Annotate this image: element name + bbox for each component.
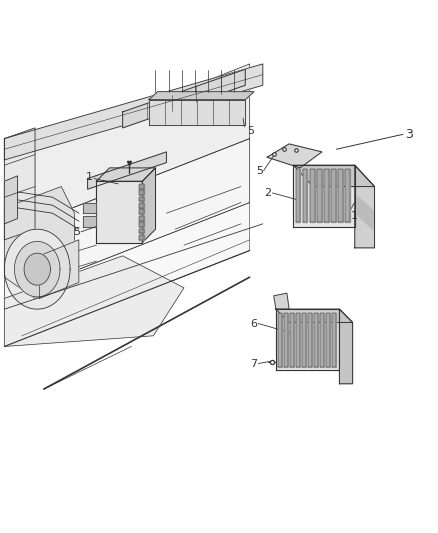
- Polygon shape: [139, 229, 144, 233]
- Polygon shape: [88, 152, 166, 189]
- Polygon shape: [310, 169, 314, 222]
- Polygon shape: [303, 169, 307, 222]
- Polygon shape: [355, 165, 374, 248]
- Polygon shape: [338, 169, 343, 222]
- Polygon shape: [284, 313, 288, 367]
- Polygon shape: [296, 313, 300, 367]
- Polygon shape: [4, 64, 250, 235]
- Polygon shape: [4, 139, 250, 298]
- Polygon shape: [307, 313, 311, 367]
- Polygon shape: [276, 309, 353, 322]
- Polygon shape: [293, 165, 355, 227]
- Polygon shape: [339, 309, 353, 384]
- Polygon shape: [4, 187, 74, 298]
- Text: 5: 5: [247, 126, 254, 135]
- Polygon shape: [110, 168, 155, 229]
- Polygon shape: [83, 216, 96, 227]
- Polygon shape: [274, 293, 289, 309]
- Polygon shape: [4, 176, 18, 224]
- Polygon shape: [267, 144, 322, 168]
- Polygon shape: [317, 169, 321, 222]
- Polygon shape: [4, 256, 184, 346]
- Polygon shape: [139, 184, 144, 189]
- Polygon shape: [296, 169, 300, 222]
- Polygon shape: [96, 168, 155, 181]
- Polygon shape: [278, 313, 282, 367]
- Polygon shape: [346, 169, 350, 222]
- Polygon shape: [24, 253, 50, 285]
- Polygon shape: [149, 92, 254, 100]
- Polygon shape: [4, 128, 35, 240]
- Polygon shape: [332, 313, 336, 367]
- Polygon shape: [149, 100, 245, 125]
- Polygon shape: [123, 69, 245, 128]
- Polygon shape: [326, 313, 330, 367]
- Text: 6: 6: [251, 319, 258, 328]
- Text: 5: 5: [73, 227, 80, 237]
- Polygon shape: [320, 313, 324, 367]
- Polygon shape: [331, 169, 336, 222]
- Text: 5: 5: [256, 166, 263, 175]
- Polygon shape: [139, 190, 144, 195]
- Polygon shape: [324, 169, 329, 222]
- Polygon shape: [276, 309, 339, 370]
- Polygon shape: [314, 313, 318, 367]
- Polygon shape: [96, 181, 142, 243]
- Polygon shape: [139, 235, 144, 240]
- Polygon shape: [293, 165, 374, 187]
- Polygon shape: [4, 64, 263, 160]
- Polygon shape: [4, 203, 250, 346]
- Polygon shape: [290, 313, 293, 367]
- Polygon shape: [39, 240, 79, 298]
- Polygon shape: [83, 203, 96, 213]
- Polygon shape: [4, 229, 70, 309]
- Polygon shape: [139, 216, 144, 221]
- Polygon shape: [357, 196, 373, 230]
- Polygon shape: [302, 313, 306, 367]
- Text: 3: 3: [405, 128, 413, 141]
- Polygon shape: [14, 241, 60, 297]
- Polygon shape: [139, 222, 144, 227]
- Text: 7: 7: [251, 359, 258, 368]
- Polygon shape: [142, 168, 155, 243]
- Polygon shape: [139, 197, 144, 201]
- Polygon shape: [139, 203, 144, 208]
- Polygon shape: [139, 209, 144, 214]
- Text: 2: 2: [265, 188, 272, 198]
- Text: 1: 1: [350, 212, 357, 221]
- Text: 1: 1: [86, 172, 93, 182]
